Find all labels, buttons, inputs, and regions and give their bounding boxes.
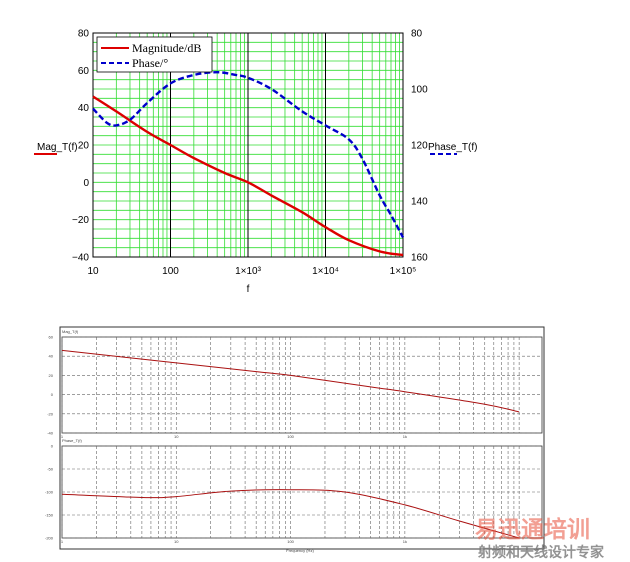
bottom-phase-curve (61, 489, 520, 539)
top-y-tick-label-left: 60 (78, 66, 90, 77)
bottom-phase-y-tick-label: 0 (51, 444, 54, 449)
bottom-magnitude-x-tick-label: 10 (174, 434, 179, 439)
bottom-subplot2-title: Phase_T(f) (62, 438, 82, 443)
top-x-axis-label: f (247, 284, 250, 295)
bottom-magnitude-subplot: 60 40 20 0 -20 -40 1 10 100 1k (47, 335, 543, 439)
top-y-tick-label-left: 80 (78, 29, 90, 40)
top-plot-frame (92, 32, 404, 258)
bottom-magnitude-x-tick-label: 100 (287, 434, 294, 439)
bottom-magnitude-x-tick-label: 1k (403, 434, 407, 439)
top-y-tick-label-left: 0 (83, 178, 89, 189)
legend-label-magnitude: Magnitude/dB (132, 41, 201, 55)
bode-chart-top: 10 100 1×10³ 1×10⁴ 1×10⁵ 80 60 40 20 0 −20 −40 80 1… (34, 29, 477, 295)
top-y-tick-label-left: 40 (78, 103, 90, 114)
bottom-magnitude-y-tick-label: -40 (47, 431, 54, 436)
top-y-tick-label-right: 80 (411, 29, 423, 40)
top-y-tick-label-left: −20 (72, 215, 89, 226)
bottom-phase-y-tick-label: -150 (45, 513, 54, 518)
bottom-phase-y-tick-label: -100 (45, 490, 54, 495)
bottom-phase-x-tick-label: 1k (403, 539, 407, 544)
top-y-tick-label-left: −40 (72, 253, 89, 264)
top-curves (92, 70, 405, 257)
bottom-magnitude-y-tick-label: 20 (49, 373, 54, 378)
bottom-magnitude-x-tick-label: 1 (61, 434, 64, 439)
bottom-magnitude-y-tick-label: 60 (49, 335, 54, 340)
top-x-tick-label: 1×10⁵ (390, 266, 417, 277)
top-y-tick-label-right: 120 (411, 141, 428, 152)
top-y-tick-label-right: 160 (411, 253, 428, 264)
bottom-phase-y-tick-label: -200 (45, 536, 54, 541)
top-x-tick-label: 1×10⁴ (312, 266, 339, 277)
top-y-ticks-left: 80 60 40 20 0 −20 −40 (72, 29, 89, 264)
top-legend: Magnitude/dB Phase/° (96, 36, 213, 73)
bottom-magnitude-curve (61, 349, 520, 413)
bottom-phase-y-tick-label: -50 (47, 467, 54, 472)
bottom-phase-subplot: 0 -50 -100 -150 -200 1 10 100 1k (45, 444, 543, 544)
bottom-magnitude-y-tick-label: -20 (47, 411, 54, 416)
bottom-magnitude-y-tick-label: 40 (49, 354, 54, 359)
magnitude-curve (92, 95, 404, 257)
bottom-magnitude-frame (61, 336, 543, 434)
legend-label-phase: Phase/° (132, 56, 168, 70)
bottom-subplot1-title: Mag_T(f) (62, 329, 79, 334)
legend-box (96, 36, 213, 73)
watermark-line1: 易迅通培训 (475, 516, 590, 543)
bottom-magnitude-y-tick-label: 0 (51, 392, 54, 397)
bode-chart-bottom: 60 40 20 0 -20 -40 1 10 100 1k 0 -50 -100 -150 -200 1 1… (45, 326, 545, 553)
bottom-x-axis-label: Frequency (Hz) (286, 548, 314, 553)
bottom-outer-frame (59, 326, 545, 550)
top-y-tick-label-right: 100 (411, 85, 428, 96)
top-x-ticks: 10 100 1×10³ 1×10⁴ 1×10⁵ (87, 266, 416, 277)
top-x-tick-label: 10 (87, 266, 99, 277)
top-x-tick-label: 1×10³ (235, 266, 262, 277)
top-y-tick-label-left: 20 (78, 141, 90, 152)
top-y-axis-label-right: Phase_T(f) (428, 142, 477, 153)
watermark-line2: 射频和天线设计专家 (477, 544, 605, 561)
watermark: 易迅通培训 射频和天线设计专家 (475, 516, 605, 561)
bottom-phase-x-tick-label: 100 (287, 539, 294, 544)
phase-curve (92, 70, 405, 238)
top-x-tick-label: 100 (162, 266, 179, 277)
top-y-tick-label-right: 140 (411, 197, 428, 208)
bottom-phase-x-tick-label: 1 (61, 539, 64, 544)
top-y-ticks-right: 80 100 120 140 160 (411, 29, 428, 264)
top-y-axis-label-left: Mag_T(f) (37, 142, 78, 153)
bottom-phase-x-tick-label: 10 (174, 539, 179, 544)
